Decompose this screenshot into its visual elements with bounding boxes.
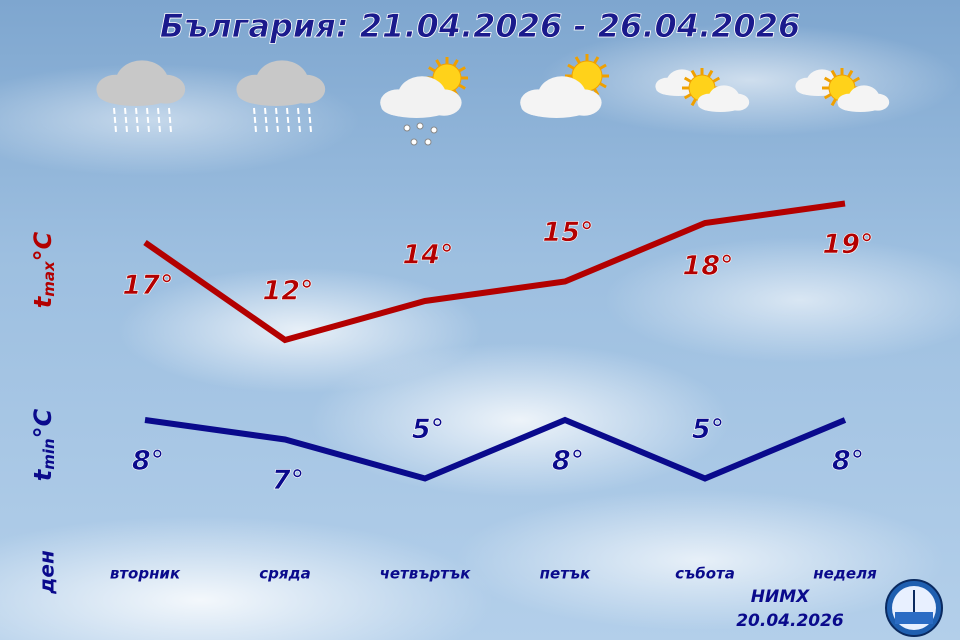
sun-ray	[830, 98, 837, 107]
rain-drop	[403, 124, 411, 132]
rain-drop	[135, 107, 139, 133]
sun-ray	[683, 76, 692, 83]
cloud-part	[838, 98, 883, 112]
rain-drop	[416, 122, 424, 130]
cloud-part	[97, 82, 175, 106]
sun-ray	[823, 93, 832, 100]
weather-icon	[795, 68, 890, 112]
sun-ray	[452, 59, 459, 67]
value-label: 12°	[262, 276, 313, 307]
rain-drop	[124, 107, 128, 133]
sun-ray	[567, 63, 575, 70]
value-label: 8°	[552, 446, 584, 477]
sun-ray	[823, 76, 832, 83]
x-axis-label: ден	[35, 550, 59, 595]
rain-drop	[168, 107, 172, 133]
sun-ray	[599, 82, 607, 89]
sun-ray	[712, 76, 721, 83]
value-label: 19°	[822, 229, 873, 260]
weather-icon	[520, 54, 609, 118]
x-tick-label: събота	[675, 565, 735, 583]
x-tick-label: вторник	[110, 565, 181, 583]
rain-drop	[253, 107, 257, 133]
x-tick-label: четвъртък	[380, 565, 472, 583]
series-name: t	[29, 468, 57, 481]
sun-ray	[847, 69, 854, 78]
value-label: 18°	[682, 251, 733, 282]
issued-date: 20.04.2026	[736, 611, 844, 631]
sun-ray	[458, 83, 466, 90]
sun-ray	[574, 56, 581, 64]
rain-drop	[424, 138, 432, 146]
line	[144, 416, 847, 482]
rain-drop	[410, 138, 418, 146]
sun-ray	[707, 69, 714, 78]
series-label: tmin°C	[29, 408, 58, 481]
weather-icon	[96, 60, 186, 133]
rain-drop	[286, 107, 290, 133]
x-tick-label: петък	[540, 565, 592, 583]
series-subscript: max	[40, 260, 58, 297]
rain-drop	[430, 126, 438, 134]
value-label: 5°	[412, 414, 444, 445]
rain-drop	[157, 107, 161, 133]
rain-drop	[297, 107, 301, 133]
sun-ray	[852, 76, 861, 83]
value-label: 8°	[832, 446, 864, 477]
series-subscript: min	[40, 438, 58, 469]
sun-ray	[830, 69, 837, 78]
chart-title: България: 21.04.2026 - 26.04.2026	[160, 7, 800, 45]
sun-ray	[683, 93, 692, 100]
rain-drop	[113, 107, 117, 133]
sun-ray	[599, 63, 607, 70]
weather-icon	[655, 68, 750, 112]
x-tick-label: неделя	[813, 565, 877, 583]
series-unit: °C	[29, 231, 57, 261]
rain-drop	[264, 107, 268, 133]
sun-ray	[690, 98, 697, 107]
rain-drop	[308, 107, 312, 133]
value-label: 5°	[692, 414, 724, 445]
source: НИМХ	[751, 587, 810, 607]
sun-ray	[435, 59, 442, 67]
value-label: 14°	[402, 240, 453, 271]
cloud-part	[698, 98, 743, 112]
sun-ray	[593, 56, 600, 64]
value-label: 17°	[122, 270, 173, 301]
cloud-part	[237, 82, 315, 106]
rain-drop	[146, 107, 150, 133]
weather-icon	[236, 60, 326, 133]
x-tick-label: сряда	[259, 565, 311, 583]
rain-drop	[275, 107, 279, 133]
line	[143, 200, 846, 344]
series-label: tmax°C	[29, 231, 58, 308]
value-label: 15°	[542, 217, 593, 248]
sun-ray	[593, 88, 600, 96]
value-label: 7°	[272, 465, 304, 496]
weather-icon	[380, 57, 468, 146]
logo	[885, 579, 943, 637]
sun-ray	[428, 66, 436, 73]
cloud-part	[381, 96, 452, 118]
cloud-part	[521, 96, 592, 118]
value-label: 8°	[132, 446, 164, 477]
sun-ray	[458, 66, 466, 73]
series-unit: °C	[29, 408, 57, 438]
series-name: t	[29, 295, 57, 308]
sun-ray	[690, 69, 697, 78]
